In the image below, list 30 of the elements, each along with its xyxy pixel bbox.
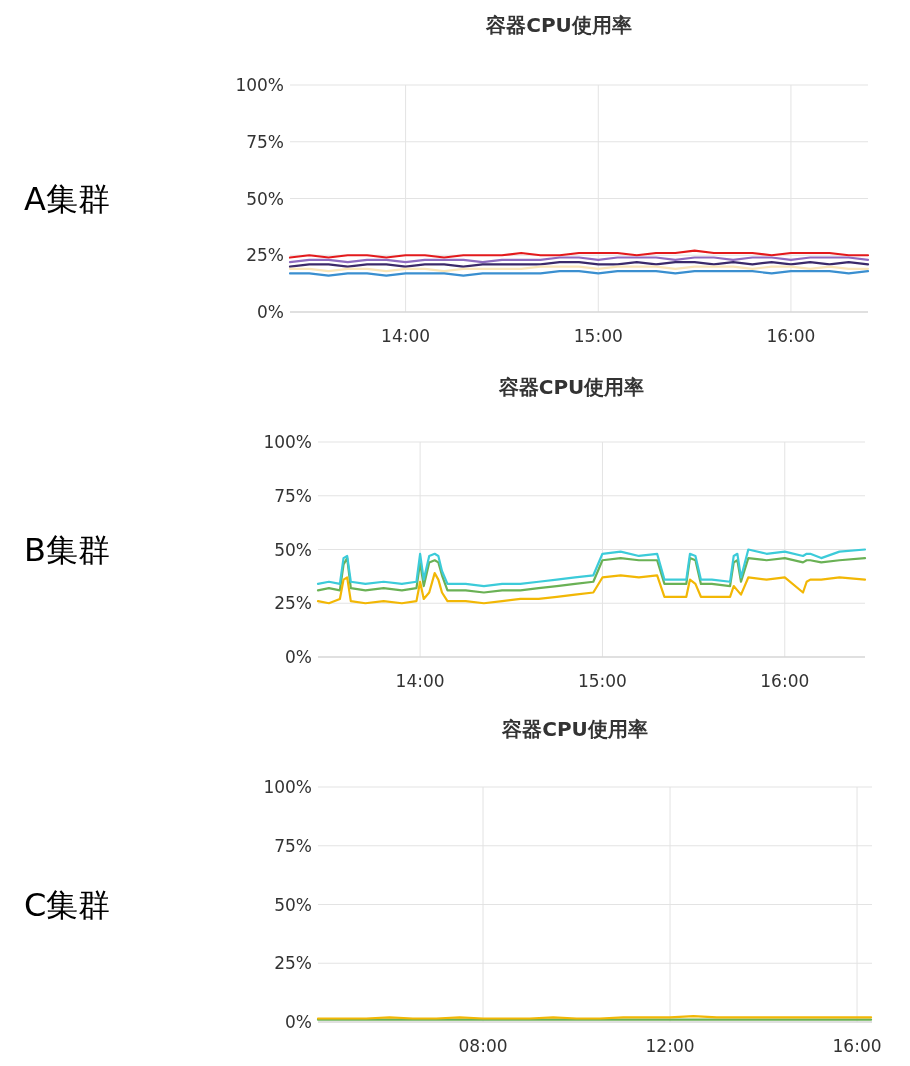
- y-tick-label: 25%: [246, 245, 284, 266]
- text: C集群: [24, 885, 111, 924]
- y-tick-label: 75%: [274, 835, 312, 856]
- y-tick-label: 100%: [263, 432, 312, 452]
- chart-title: 容器CPU使用率: [485, 13, 632, 37]
- y-tick-label: 75%: [274, 485, 312, 506]
- y-tick-label: 50%: [274, 894, 312, 915]
- y-tick-label: 0%: [285, 1012, 312, 1032]
- text: A集群: [24, 179, 110, 218]
- x-tick-label: 08:00: [458, 1036, 508, 1056]
- y-tick-label: 100%: [263, 777, 312, 797]
- y-tick-label: 0%: [257, 302, 284, 322]
- y-tick-label: 25%: [274, 953, 312, 974]
- chart-title: 容器CPU使用率: [497, 375, 645, 399]
- x-tick-label: 15:00: [577, 671, 627, 691]
- y-tick-label: 25%: [274, 593, 312, 614]
- x-tick-label: 15:00: [573, 326, 623, 346]
- y-tick-label: 50%: [274, 539, 312, 560]
- y-tick-label: 50%: [246, 188, 284, 209]
- x-tick-label: 16:00: [760, 671, 810, 691]
- text: B集群: [24, 530, 110, 569]
- y-tick-label: 0%: [285, 647, 312, 667]
- y-tick-label: 75%: [246, 131, 284, 152]
- x-tick-label: 16:00: [832, 1036, 882, 1056]
- x-tick-label: 14:00: [395, 671, 445, 691]
- chart-title: 容器CPU使用率: [501, 717, 648, 741]
- x-tick-label: 16:00: [766, 326, 816, 346]
- x-tick-label: 12:00: [645, 1036, 695, 1056]
- y-tick-label: 100%: [235, 75, 284, 95]
- x-tick-label: 14:00: [381, 326, 431, 346]
